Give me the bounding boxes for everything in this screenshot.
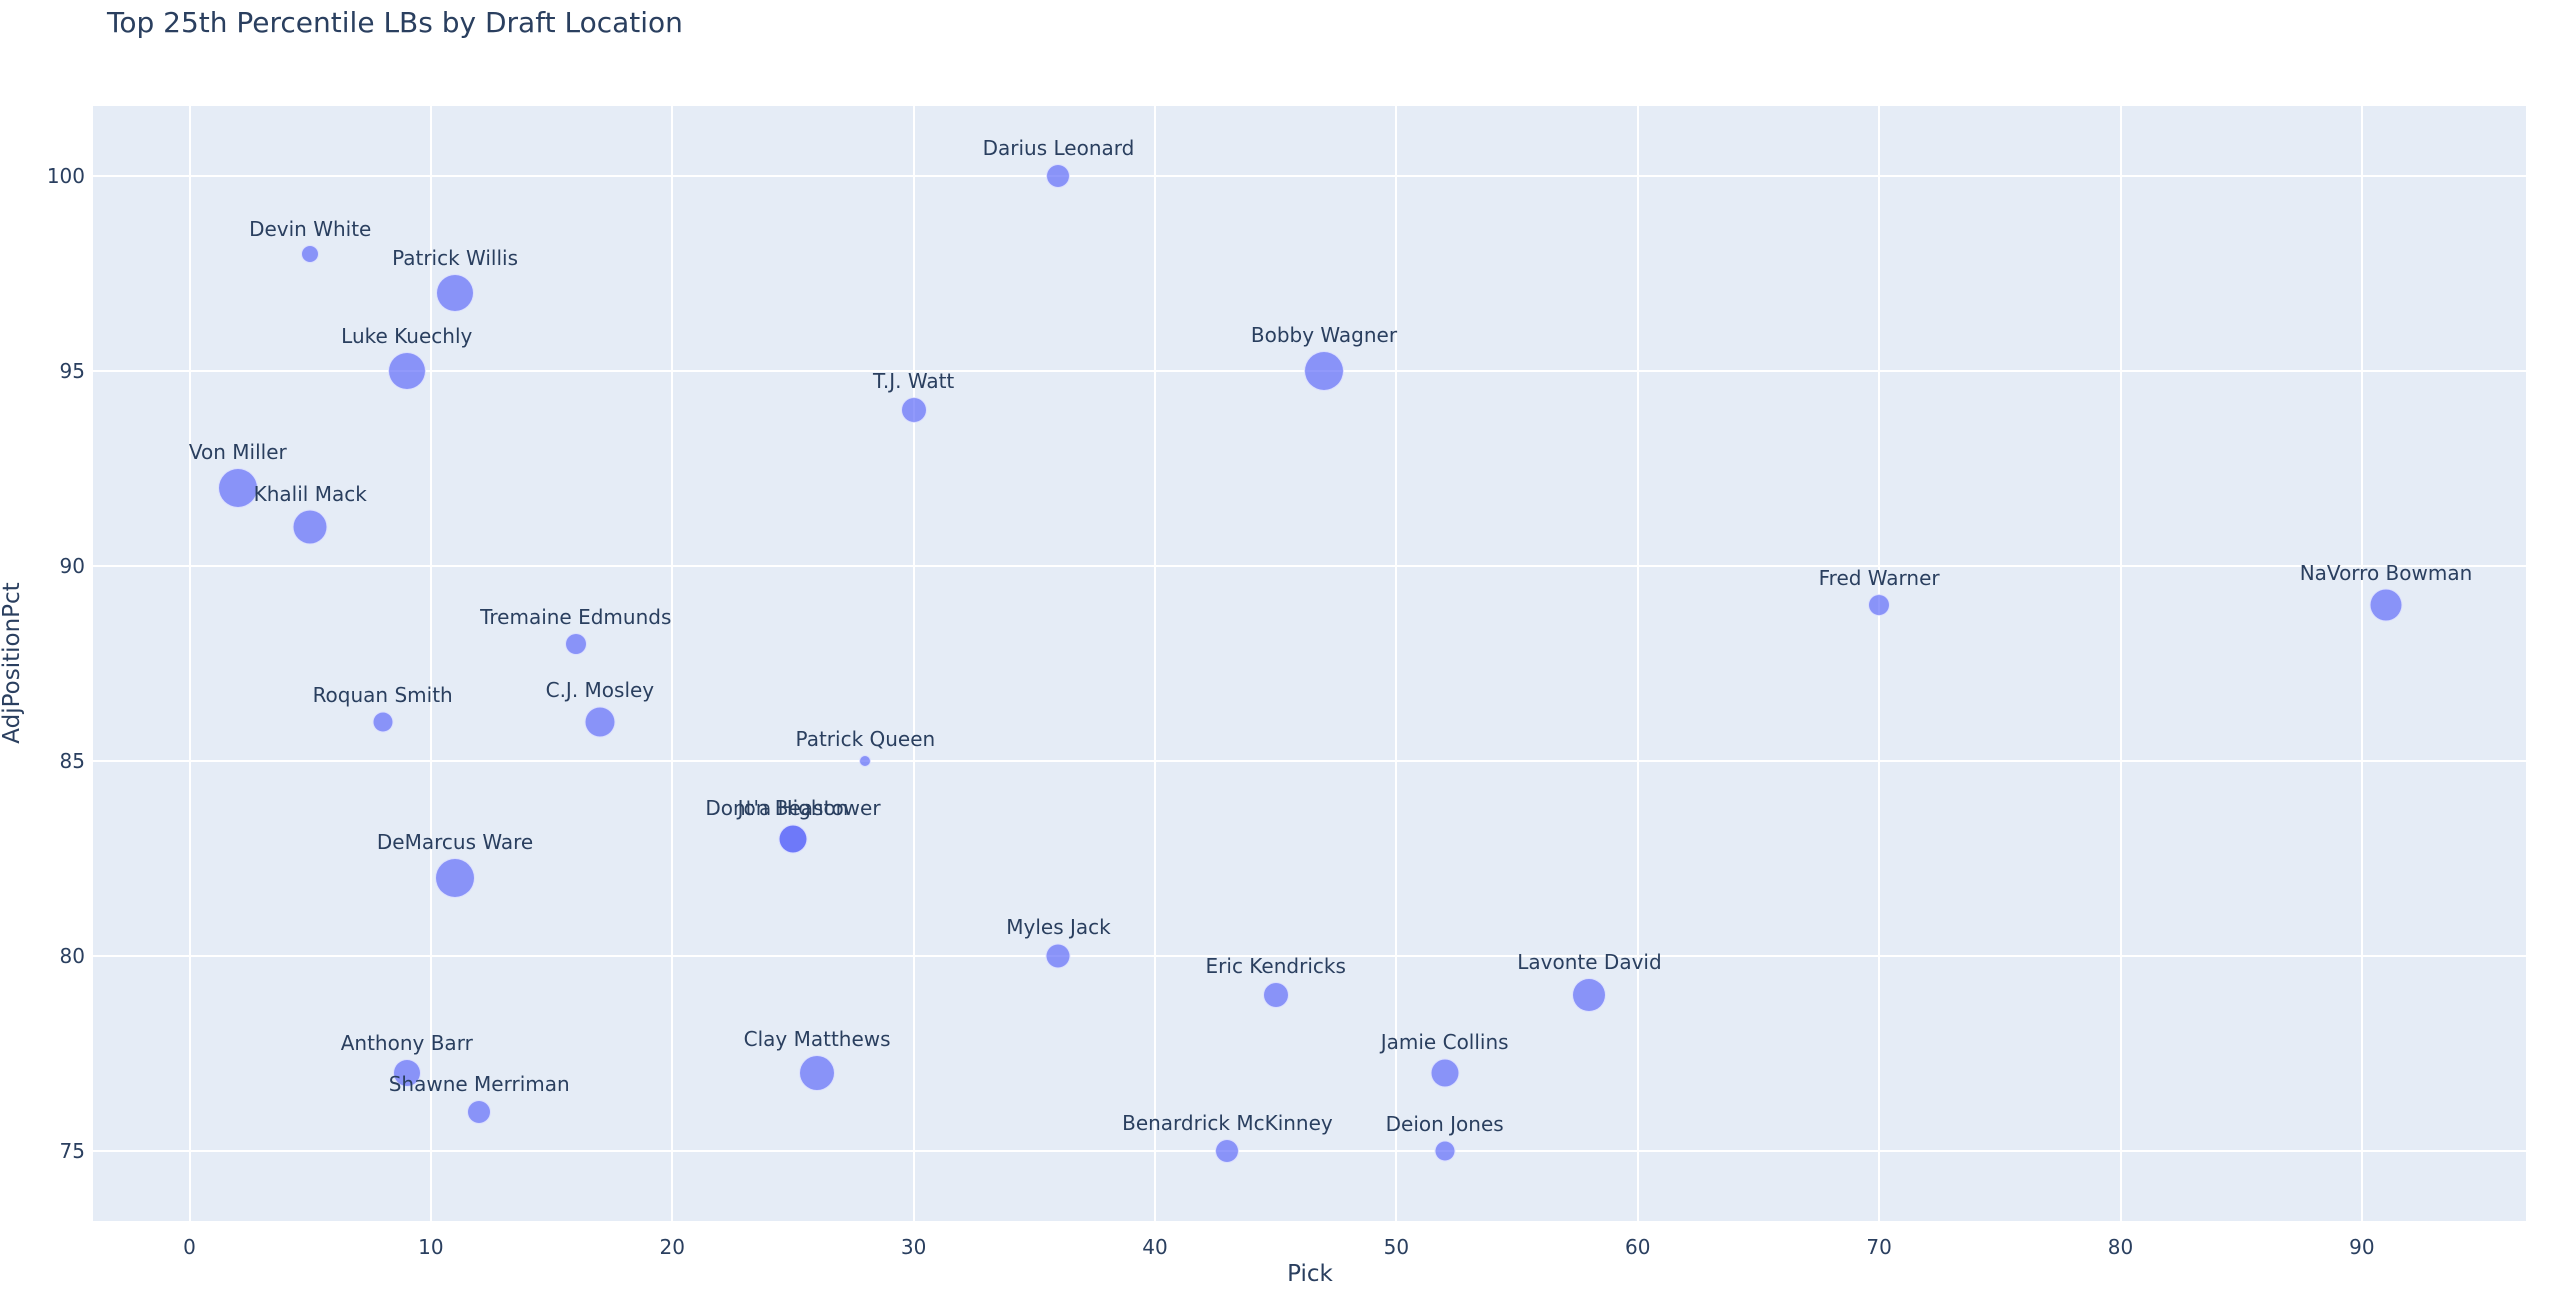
data-point-marker[interactable] bbox=[1262, 981, 1289, 1008]
data-point-label: Eric Kendricks bbox=[1205, 953, 1346, 978]
data-point-label: Roquan Smith bbox=[312, 683, 453, 708]
data-point-label: Darius Leonard bbox=[982, 136, 1135, 161]
x-tick-label: 10 bbox=[418, 1235, 444, 1259]
data-point-marker[interactable] bbox=[301, 245, 320, 264]
x-gridline bbox=[1154, 106, 1157, 1221]
data-point-label: Luke Kuechly bbox=[341, 324, 473, 349]
data-point-label: Tremaine Edmunds bbox=[480, 605, 672, 629]
data-point-label: Benardrick McKinney bbox=[1122, 1110, 1333, 1135]
x-tick-label: 50 bbox=[1383, 1235, 1410, 1259]
x-tick-label: 80 bbox=[2107, 1235, 2134, 1259]
data-point-label: Bobby Wagner bbox=[1250, 323, 1398, 348]
data-point-label: T.J. Watt bbox=[873, 369, 955, 394]
data-point-marker[interactable] bbox=[859, 754, 872, 767]
data-point-label: Patrick Queen bbox=[795, 726, 936, 751]
x-gridline bbox=[912, 106, 915, 1221]
data-point-marker[interactable] bbox=[778, 824, 808, 854]
data-point-marker[interactable] bbox=[564, 633, 587, 655]
data-point-marker[interactable] bbox=[1572, 977, 1607, 1012]
y-tick-label: 100 bbox=[46, 164, 85, 189]
data-point-label: Jon Beason bbox=[737, 796, 849, 821]
data-point-marker[interactable] bbox=[435, 857, 476, 898]
y-tick-label: 90 bbox=[59, 554, 85, 579]
data-point-label: DeMarcus Ware bbox=[376, 829, 534, 854]
x-tick-label: 40 bbox=[1142, 1235, 1168, 1259]
x-gridline bbox=[188, 106, 191, 1221]
data-point-marker[interactable] bbox=[900, 397, 927, 424]
y-gridline bbox=[93, 954, 2526, 957]
x-gridline bbox=[671, 106, 674, 1221]
data-point-marker[interactable] bbox=[392, 1058, 421, 1087]
x-gridline bbox=[2119, 106, 2122, 1221]
data-point-label: Devin White bbox=[249, 217, 372, 242]
y-tick-label: 75 bbox=[59, 1138, 85, 1163]
y-tick-label: 85 bbox=[59, 748, 85, 773]
data-point-label: Khalil Mack bbox=[253, 481, 367, 506]
data-point-marker[interactable] bbox=[436, 274, 475, 313]
data-point-label: Shawne Merriman bbox=[388, 1071, 570, 1096]
data-point-label: Lavonte David bbox=[1517, 949, 1662, 974]
data-point-label: Anthony Barr bbox=[340, 1030, 473, 1055]
data-point-label: Fred Warner bbox=[1818, 566, 1940, 591]
x-gridline bbox=[2360, 106, 2363, 1221]
x-tick-label: 60 bbox=[1625, 1235, 1651, 1259]
y-tick-label: 95 bbox=[59, 359, 85, 384]
plot-area[interactable]: Darius Leonard Devin White Patrick Willis L… bbox=[93, 106, 2526, 1221]
data-point-marker[interactable] bbox=[1045, 943, 1071, 969]
data-point-marker[interactable] bbox=[1430, 1058, 1460, 1088]
y-tick-label: 80 bbox=[59, 943, 85, 968]
data-point-marker[interactable] bbox=[1046, 164, 1071, 189]
data-point-marker[interactable] bbox=[584, 706, 616, 738]
data-point-label: Deion Jones bbox=[1385, 1112, 1504, 1137]
data-point-marker[interactable] bbox=[467, 1099, 492, 1124]
x-gridline bbox=[1395, 106, 1398, 1221]
x-gridline bbox=[429, 106, 432, 1221]
x-tick-label: 90 bbox=[2349, 1235, 2375, 1259]
data-point-marker[interactable] bbox=[2369, 588, 2403, 622]
y-gridline bbox=[93, 565, 2526, 568]
x-tick-label: 70 bbox=[1866, 1235, 1892, 1259]
data-point-marker[interactable] bbox=[1868, 594, 1891, 617]
chart-title: Top 25th Percentile LBs by Draft Locatio… bbox=[107, 6, 683, 39]
data-point-label: Myles Jack bbox=[1006, 915, 1111, 940]
data-point-marker[interactable] bbox=[372, 711, 394, 733]
x-tick-label: 30 bbox=[900, 1235, 927, 1259]
x-axis-title: Pick bbox=[1287, 1261, 1333, 1287]
data-point-label: C.J. Mosley bbox=[545, 678, 655, 703]
x-gridline bbox=[1636, 106, 1639, 1221]
y-gridline bbox=[93, 1149, 2526, 1152]
x-tick-label: 0 bbox=[183, 1235, 196, 1259]
y-axis-title: AdjPositionPct bbox=[0, 582, 25, 744]
data-point-marker[interactable] bbox=[1303, 351, 1344, 392]
data-point-label: Patrick Willis bbox=[392, 246, 519, 271]
data-point-label: Clay Matthews bbox=[743, 1026, 891, 1051]
data-point-marker[interactable] bbox=[1215, 1138, 1240, 1163]
y-gridline bbox=[93, 759, 2526, 762]
x-tick-label: 20 bbox=[659, 1235, 686, 1259]
data-point-marker[interactable] bbox=[217, 468, 258, 509]
data-point-label: NaVorro Bowman bbox=[2299, 560, 2473, 585]
y-gridline bbox=[93, 175, 2526, 178]
data-point-label: Von Miller bbox=[188, 440, 287, 465]
data-point-label: Dont'a Hightower bbox=[705, 796, 881, 821]
data-point-label: Jamie Collins bbox=[1380, 1030, 1509, 1055]
data-point-marker[interactable] bbox=[799, 1054, 836, 1091]
x-gridline bbox=[1878, 106, 1881, 1221]
data-point-marker[interactable] bbox=[1434, 1140, 1456, 1162]
data-point-marker[interactable] bbox=[387, 352, 426, 391]
data-point-marker[interactable] bbox=[292, 509, 328, 545]
